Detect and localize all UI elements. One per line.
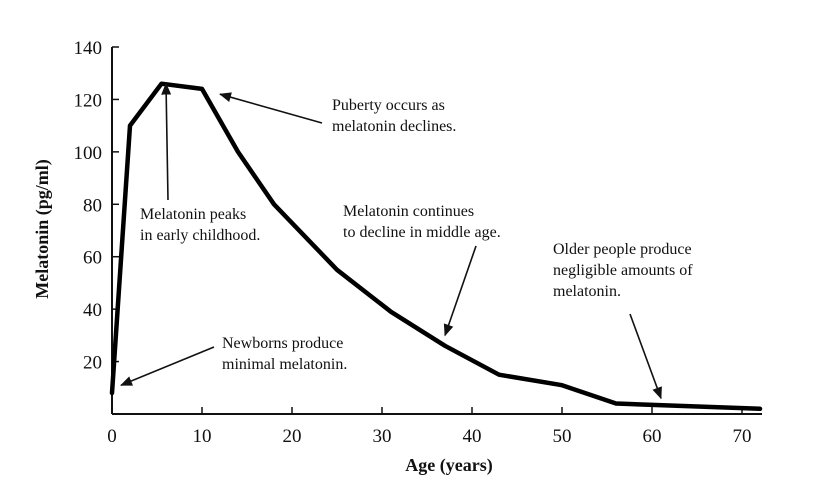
y-tick-label: 60 (83, 248, 102, 269)
y-axis-title: Melatonin (pg/ml) (32, 159, 53, 299)
y-tick-label: 100 (74, 143, 103, 164)
annotation-text: negligible amounts of (553, 262, 693, 279)
x-tick-label: 50 (553, 426, 572, 447)
y-tick-label: 20 (83, 353, 102, 374)
annotation-newborns: Newborns produce minimal melatonin. (120, 335, 347, 386)
annotation-text: Newborns produce (222, 335, 343, 352)
annotation-text: in early childhood. (140, 227, 260, 244)
annotation-text: Older people produce (553, 241, 692, 258)
x-tick-label: 40 (463, 426, 482, 447)
annotation-peak: Melatonin peaks in early childhood. (140, 82, 260, 244)
y-tick-label: 140 (74, 38, 103, 59)
annotation-older: Older people produce negligible amounts o… (553, 241, 693, 400)
y-tick-label: 80 (83, 195, 102, 216)
annotation-arrow (120, 346, 215, 386)
x-tick-label: 10 (193, 426, 212, 447)
annotation-text: melatonin declines. (332, 118, 456, 135)
y-tick-label: 120 (74, 90, 103, 111)
x-tick-label: 30 (373, 426, 392, 447)
annotation-text: minimal melatonin. (222, 356, 347, 373)
annotation-text: to decline in middle age. (343, 224, 501, 241)
x-tick-label: 60 (643, 426, 662, 447)
x-axis-title: Age (years) (405, 455, 492, 476)
x-tick-label: 70 (733, 426, 752, 447)
y-tick-label: 40 (83, 300, 102, 321)
annotation-text: Melatonin peaks (140, 206, 246, 223)
annotation-arrow (629, 313, 662, 400)
annotation-text: melatonin. (553, 283, 621, 300)
annotation-arrow (443, 245, 477, 337)
annotation-puberty: Puberty occurs as melatonin declines. (219, 92, 456, 135)
x-tick-label: 20 (283, 426, 302, 447)
annotation-arrow (161, 82, 172, 201)
annotation-middle-age: Melatonin continues to decline in middle … (343, 203, 501, 337)
annotation-arrow (219, 92, 323, 124)
x-tick-label: 0 (107, 426, 117, 447)
annotation-text: Puberty occurs as (332, 97, 445, 114)
annotation-text: Melatonin continues (343, 203, 474, 220)
